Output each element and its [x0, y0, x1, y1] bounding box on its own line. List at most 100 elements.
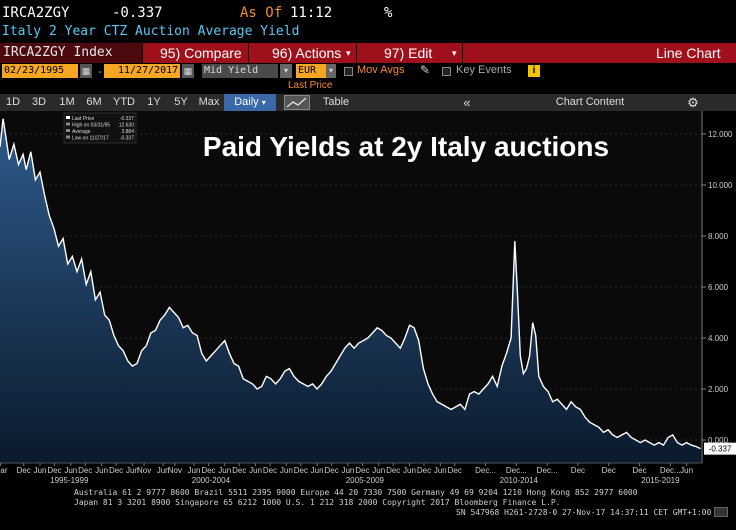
x-month-label-13: Dec	[201, 466, 215, 475]
period-1d[interactable]: 1D	[5, 96, 21, 108]
legend-value-0: -0.337	[120, 116, 134, 122]
period-3d[interactable]: 3D	[31, 96, 47, 108]
x-month-label-30: Dec...	[475, 466, 496, 475]
x-month-label-27: Dec	[417, 466, 431, 475]
period-ytd[interactable]: YTD	[113, 96, 135, 108]
currency-select[interactable]: EUR	[296, 64, 326, 78]
x-month-label-7: Dec	[109, 466, 123, 475]
period-1m[interactable]: 1M	[59, 96, 75, 108]
series-area	[0, 118, 701, 463]
x-month-label-37: Jun	[680, 466, 693, 475]
x-month-label-32: Dec...	[537, 466, 558, 475]
footer: Australia 61 2 9777 8600 Brazil 5511 239…	[0, 486, 736, 530]
legend-value-2: 3.884	[121, 129, 134, 135]
end-calendar-icon[interactable]: ▦	[182, 64, 194, 78]
chart-controls: 02/23/1995 ▦ - 11/27/2017 ▦ Mid Yield ▾ …	[0, 63, 736, 80]
x-month-label-21: Dec	[324, 466, 338, 475]
start-calendar-icon[interactable]: ▦	[80, 64, 92, 78]
period-max[interactable]: Max	[198, 96, 220, 108]
currency-dropdown-icon[interactable]: ▾	[326, 64, 336, 78]
period-1y[interactable]: 1Y	[147, 96, 161, 108]
period-toolbar: 1D 3D 1M 6M YTD 1Y 5Y Max Daily ▾ Table …	[0, 94, 736, 111]
date-range-dash: -	[98, 66, 102, 78]
x-month-label-4: Jun	[64, 466, 77, 475]
footer-menu-icon[interactable]	[714, 507, 728, 517]
line-chart-icon[interactable]	[284, 95, 310, 110]
last-price-label: Last Price	[288, 80, 333, 91]
legend-label-0: Last Price	[72, 116, 94, 122]
legend-row: Last Price	[0, 80, 736, 94]
pencil-icon[interactable]: ✎	[420, 63, 431, 77]
ticker-field[interactable]: IRCA2ZGY Index	[0, 43, 142, 63]
footer-contacts-line2: Japan 81 3 3201 8900 Singapore 65 6212 1…	[74, 498, 561, 507]
footer-contacts-line1: Australia 61 2 9777 8600 Brazil 5511 239…	[74, 488, 638, 497]
frequency-select[interactable]: Daily ▾	[224, 94, 276, 111]
x-month-label-6: Jun	[95, 466, 108, 475]
x-month-label-5: Dec	[78, 466, 92, 475]
key-events-label: Key Events	[456, 64, 512, 76]
percent-label: %	[384, 5, 393, 21]
gear-icon[interactable]: ⚙	[687, 95, 699, 110]
legend-swatch-3	[66, 135, 70, 139]
x-period-label-3: 2010-2014	[500, 476, 539, 485]
last-price: -0.337	[112, 5, 163, 21]
compare-button[interactable]: 95) Compare	[160, 45, 242, 61]
start-date-input[interactable]: 02/23/1995	[2, 64, 78, 78]
chart-type-label[interactable]: Line Chart	[656, 45, 721, 61]
last-value-tag: -0.337	[704, 442, 736, 455]
y-tick-label-5: 2.000	[708, 385, 729, 394]
chart-content-button[interactable]: Chart Content	[555, 96, 625, 108]
period-6m[interactable]: 6M	[86, 96, 102, 108]
x-month-label-29: Dec	[448, 466, 462, 475]
actions-dropdown-icon[interactable]: ▾	[346, 48, 351, 58]
x-period-label-4: 2015-2019	[641, 476, 680, 485]
legend-value-1: 12.630	[119, 123, 135, 129]
end-date-input[interactable]: 11/27/2017	[104, 64, 180, 78]
security-description: Italy 2 Year CTZ Auction Average Yield	[2, 24, 300, 39]
field-dropdown-icon[interactable]: ▾	[280, 64, 292, 78]
legend-label-3: Low on 11/27/17	[72, 136, 109, 142]
actions-button[interactable]: 96) Actions	[272, 45, 342, 61]
x-month-label-8: Jun	[126, 466, 139, 475]
legend-value-3: -0.337	[120, 136, 134, 142]
as-of-time: 11:12	[290, 5, 333, 21]
mov-avgs-checkbox[interactable]	[344, 67, 353, 76]
table-button[interactable]: Table	[322, 96, 350, 108]
x-month-label-19: Dec	[294, 466, 308, 475]
legend-label-2: Average	[72, 129, 91, 135]
y-tick-label-3: 6.000	[708, 283, 729, 292]
x-month-label-2: Jun	[34, 466, 47, 475]
x-month-label-15: Dec	[232, 466, 246, 475]
x-month-label-25: Dec	[386, 466, 400, 475]
x-month-label-16: Jun	[249, 466, 262, 475]
ticker-line: IRCA2ZGY -0.337 As Of 11:12 %	[0, 0, 736, 26]
x-month-label-34: Dec	[602, 466, 616, 475]
frequency-dropdown-icon: ▾	[261, 98, 266, 107]
x-month-label-18: Jun	[280, 466, 293, 475]
x-month-label-28: Jun	[434, 466, 447, 475]
field-select[interactable]: Mid Yield	[202, 64, 278, 78]
footer-session-line: SN 547968 H261-2728-0 27-Nov-17 14:37:11…	[456, 508, 712, 517]
x-month-label-9: Nov	[137, 466, 151, 475]
period-5y[interactable]: 5Y	[174, 96, 188, 108]
edit-button[interactable]: 97) Edit	[384, 45, 433, 61]
x-month-label-33: Dec	[571, 466, 585, 475]
legend-label-1: High on 03/31/95	[72, 123, 110, 129]
x-month-label-24: Jun	[372, 466, 385, 475]
y-tick-label-4: 4.000	[708, 334, 729, 343]
ticker-symbol[interactable]: IRCA2ZGY	[2, 5, 70, 21]
last-value-text: -0.337	[709, 445, 732, 454]
x-month-label-26: Jun	[403, 466, 416, 475]
chart-legend: Last Price -0.337 High on 03/31/95 12.630 Av…	[63, 112, 137, 144]
x-period-label-0: 1995-1999	[50, 476, 89, 485]
x-month-label-1: Dec	[17, 466, 31, 475]
x-period-label-1: 2000-2004	[192, 476, 231, 485]
collapse-button[interactable]: «	[463, 95, 471, 110]
x-month-label-17: Dec	[263, 466, 277, 475]
key-events-checkbox[interactable]	[442, 67, 451, 76]
info-icon[interactable]: i	[528, 65, 540, 77]
x-month-label-20: Jun	[311, 466, 324, 475]
x-month-label-10: Jun	[157, 466, 170, 475]
x-month-label-36: Dec...	[660, 466, 681, 475]
edit-dropdown-icon[interactable]: ▾	[452, 48, 457, 58]
